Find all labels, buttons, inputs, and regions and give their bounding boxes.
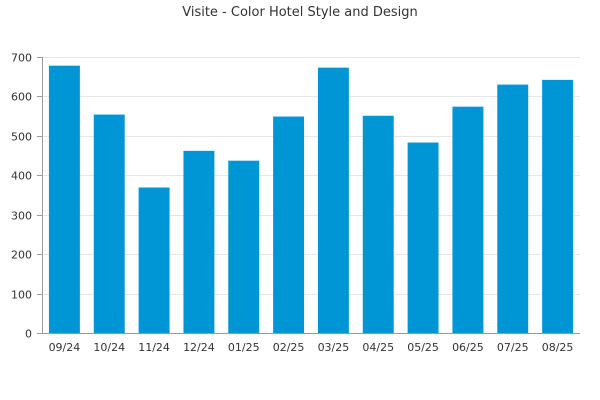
x-tick-label: 08/25 <box>542 341 574 354</box>
x-tick-label: 04/25 <box>362 341 394 354</box>
y-tick-label: 700 <box>11 52 32 65</box>
y-axis-ticks: 0 100 200 300 400 500 600 700 <box>11 52 42 341</box>
y-tick-label: 400 <box>11 170 32 183</box>
x-axis-ticks: 09/24 10/24 11/24 12/24 01/25 02/25 03/25 04/25… <box>49 341 574 354</box>
y-tick-label: 0 <box>25 328 32 341</box>
x-tick-label: 06/25 <box>452 341 484 354</box>
bar-07/25[interactable] <box>497 84 529 333</box>
bar-03/25[interactable] <box>317 67 349 334</box>
y-tick-label: 300 <box>11 210 32 223</box>
axes-layer <box>42 57 580 334</box>
bar-08/25[interactable] <box>542 79 574 334</box>
bar-12/24[interactable] <box>183 150 215 333</box>
x-tick-label: 11/24 <box>138 341 170 354</box>
bar-10/24[interactable] <box>93 114 125 333</box>
bar-06/25[interactable] <box>452 106 484 334</box>
x-tick-label: 07/25 <box>497 341 529 354</box>
grid-layer <box>42 57 580 295</box>
x-tick-label: 05/25 <box>407 341 439 354</box>
x-tick-label: 01/25 <box>228 341 260 354</box>
y-tick-label: 600 <box>11 91 32 104</box>
bars-layer <box>48 65 574 334</box>
y-tick-label: 500 <box>11 131 32 144</box>
x-tick-label: 10/24 <box>93 341 125 354</box>
bar-11/24[interactable] <box>138 187 170 333</box>
chart-title: Visite - Color Hotel Style and Design <box>182 5 418 20</box>
y-tick-label: 200 <box>11 249 32 262</box>
x-tick-label: 03/25 <box>318 341 350 354</box>
bar-05/25[interactable] <box>407 142 439 333</box>
x-tick-label: 09/24 <box>49 341 81 354</box>
y-tick-label: 100 <box>11 289 32 302</box>
x-tick-label: 02/25 <box>273 341 305 354</box>
x-tick-label: 12/24 <box>183 341 215 354</box>
bar-01/25[interactable] <box>228 160 260 333</box>
bar-09/24[interactable] <box>48 65 80 334</box>
bar-04/25[interactable] <box>362 115 394 333</box>
bar-02/25[interactable] <box>273 116 305 333</box>
